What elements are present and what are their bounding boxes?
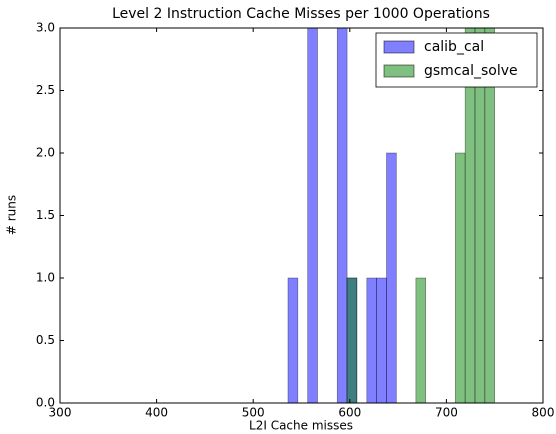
bar [386, 152, 397, 403]
y-axis-label: # runs [5, 195, 19, 235]
y-tick-label: 0.5 [36, 333, 55, 347]
y-tick-label: 2.5 [36, 83, 55, 97]
y-tick-label: 0.0 [36, 396, 55, 410]
x-tick-label: 700 [435, 406, 458, 420]
bar [454, 152, 466, 403]
bar [346, 277, 358, 403]
x-tick-label: 800 [532, 406, 555, 420]
y-tick-label: 2.0 [36, 146, 55, 160]
bar [376, 277, 387, 403]
x-tick-label: 400 [145, 406, 168, 420]
chart-title: Level 2 Instruction Cache Misses per 100… [112, 6, 490, 22]
bar [484, 28, 496, 403]
x-tick-label: 500 [242, 406, 265, 420]
y-tick-label: 1.0 [36, 271, 55, 285]
y-tick-label: 3.0 [36, 21, 55, 35]
plot-area [287, 28, 496, 403]
bar [366, 277, 377, 403]
bar [415, 277, 427, 403]
x-axis-label: L2I Cache misses [249, 419, 353, 433]
y-tick-label: 1.5 [36, 208, 55, 222]
legend-label: calib_cal [424, 39, 484, 55]
legend-swatch [383, 40, 415, 54]
legend-label: gsmcal_solve [424, 63, 518, 79]
x-tick-label: 600 [338, 406, 361, 420]
bar [287, 277, 299, 403]
legend-swatch [383, 64, 415, 78]
bar [307, 28, 318, 403]
x-tick-label: 300 [49, 406, 72, 420]
bar [336, 28, 348, 403]
